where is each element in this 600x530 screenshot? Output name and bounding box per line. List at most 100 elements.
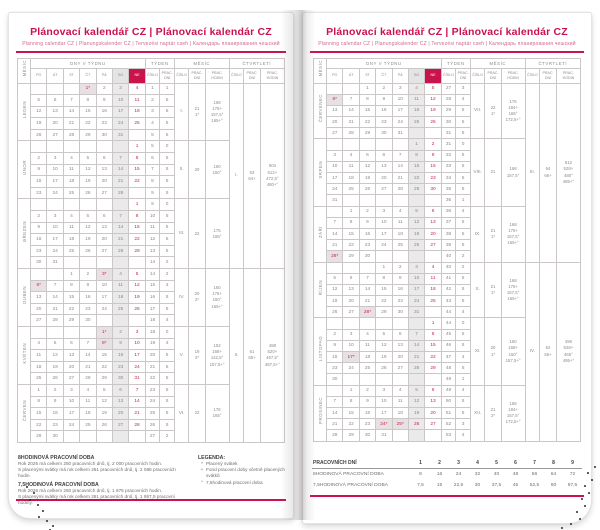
day-cell: 1: [30, 383, 48, 397]
week-workdays-cell: 5: [455, 406, 471, 420]
month-hours-line: 176: [213, 227, 221, 233]
stitch-dot: [584, 505, 587, 508]
day-cell: 10: [46, 163, 64, 177]
day-cell: 13: [424, 395, 442, 408]
day-cell: 10: [326, 160, 344, 174]
day-cell: 17: [326, 171, 344, 185]
day-cell: 20: [111, 407, 130, 420]
day-cell: 13: [391, 339, 409, 353]
month-workdays-cell: 21 2*: [484, 384, 502, 442]
day-cell: 15: [424, 339, 442, 353]
day-cell: [358, 317, 377, 330]
day-name-header: SO: [407, 67, 426, 84]
day-cell: 21: [326, 239, 344, 252]
day-cell: 31: [326, 194, 344, 207]
week-number-cell: 42: [440, 283, 457, 297]
day-cell: 20: [46, 117, 64, 130]
month-number-cell: XI.: [469, 317, 486, 386]
week-number-cell: 14: [144, 256, 161, 269]
week-workdays-cell: 0: [455, 138, 471, 151]
week-number-cell: 18: [144, 325, 161, 339]
day-cell: 9: [95, 94, 113, 107]
day-cell: 12: [128, 279, 146, 293]
right-page: Plánovací kalendář CZ | Plánovací kalend…: [302, 12, 592, 524]
summary-value: 7,5: [417, 483, 424, 488]
day-cell: [95, 314, 113, 327]
day-cell: [375, 317, 393, 330]
day-cell: 1: [375, 261, 393, 274]
month-hours-line: 172,5+°: [505, 419, 521, 425]
workdays-count: 7: [525, 457, 544, 469]
day-cell: 5: [95, 383, 113, 397]
sub-header: ČÍSLO: [144, 67, 161, 84]
quarter-number-cell: IV.: [524, 261, 541, 442]
month-number-cell: VI.: [173, 383, 190, 443]
day-cell: 25: [62, 186, 81, 200]
week-number-cell: 5: [144, 140, 161, 154]
sub-header: PRAC. DNÍ: [188, 67, 206, 84]
day-cell: [30, 325, 48, 339]
day-cell: 24: [375, 239, 393, 252]
day-cell: [342, 373, 360, 386]
day-cell: 31: [407, 306, 426, 319]
month-label: ČERVEN: [16, 383, 32, 443]
summary-value: 16: [436, 472, 443, 477]
sub-header: PRAC. DNÍ: [455, 67, 471, 84]
quarter-hours-line: 465°: [563, 351, 573, 357]
day-cell: [391, 373, 409, 386]
workdays-count: 8: [544, 457, 563, 469]
week-number-cell: 16: [144, 291, 161, 304]
day-cell: 8: [375, 272, 393, 285]
day-cell: 14: [391, 160, 409, 174]
day-cell: 8: [342, 216, 360, 229]
day-cell: 20: [342, 295, 360, 308]
day-cell: [62, 430, 81, 443]
workdays-count: 9: [563, 457, 582, 469]
day-cell: 18: [128, 105, 146, 119]
day-cell: 18: [391, 227, 409, 241]
week-number-cell: 32: [440, 149, 457, 162]
day-cell: 2: [46, 383, 64, 397]
day-cell: 16: [375, 104, 393, 118]
day-name-header: NE: [424, 67, 442, 84]
day-cell: 20: [30, 302, 48, 316]
week-workdays-cell: 5: [159, 117, 175, 130]
day-cell: 8: [407, 149, 426, 162]
group-header: TÝDEN: [440, 57, 471, 69]
day-cell: 15: [375, 283, 393, 297]
quarter-hours-line: 480+°: [266, 181, 279, 187]
day-cell: 23: [358, 418, 377, 431]
month-workdays-cell: 22: [188, 198, 206, 269]
day-cell: [46, 325, 64, 339]
day-cell: 29: [30, 430, 48, 443]
day-cell: 7: [111, 152, 130, 165]
month-hours-cell: 160 176+ 150° 165+°: [204, 268, 230, 327]
day-cell: 12: [46, 349, 64, 362]
day-cell: 25*: [391, 418, 409, 431]
day-cell: 4: [30, 337, 48, 351]
month-hours-line: 176+: [212, 291, 222, 297]
day-cell: [326, 138, 344, 151]
month-hours-cell: 168 184+ 157,5° 172,5+°: [500, 384, 526, 442]
day-cell: 24: [342, 362, 360, 375]
legend-item: * Placený svátek: [198, 461, 286, 467]
day-cell: 5: [128, 268, 146, 281]
day-cell: [128, 314, 146, 327]
day-cell: 6: [111, 383, 130, 397]
stitch-dot: [570, 523, 573, 526]
day-cell: 6*: [30, 279, 48, 293]
day-cell: [375, 373, 393, 386]
day-cell: 4: [128, 82, 146, 96]
day-cell: 23: [375, 116, 393, 129]
summary-value: 40: [493, 472, 500, 477]
day-cell: 6: [95, 152, 113, 165]
day-cell: 14: [326, 406, 344, 420]
day-cell: 19: [326, 295, 344, 308]
workdays-count: 5: [487, 457, 506, 469]
day-cell: 21: [326, 418, 344, 431]
quarter-hours-cell: 512 528+ 480° 495+°: [555, 82, 582, 263]
day-cell: 23: [424, 171, 442, 185]
day-cell: 18: [342, 171, 360, 185]
month-hours-cell: 168 176+ 157,5° 165+°: [500, 205, 526, 263]
day-cell: 13: [30, 291, 48, 304]
